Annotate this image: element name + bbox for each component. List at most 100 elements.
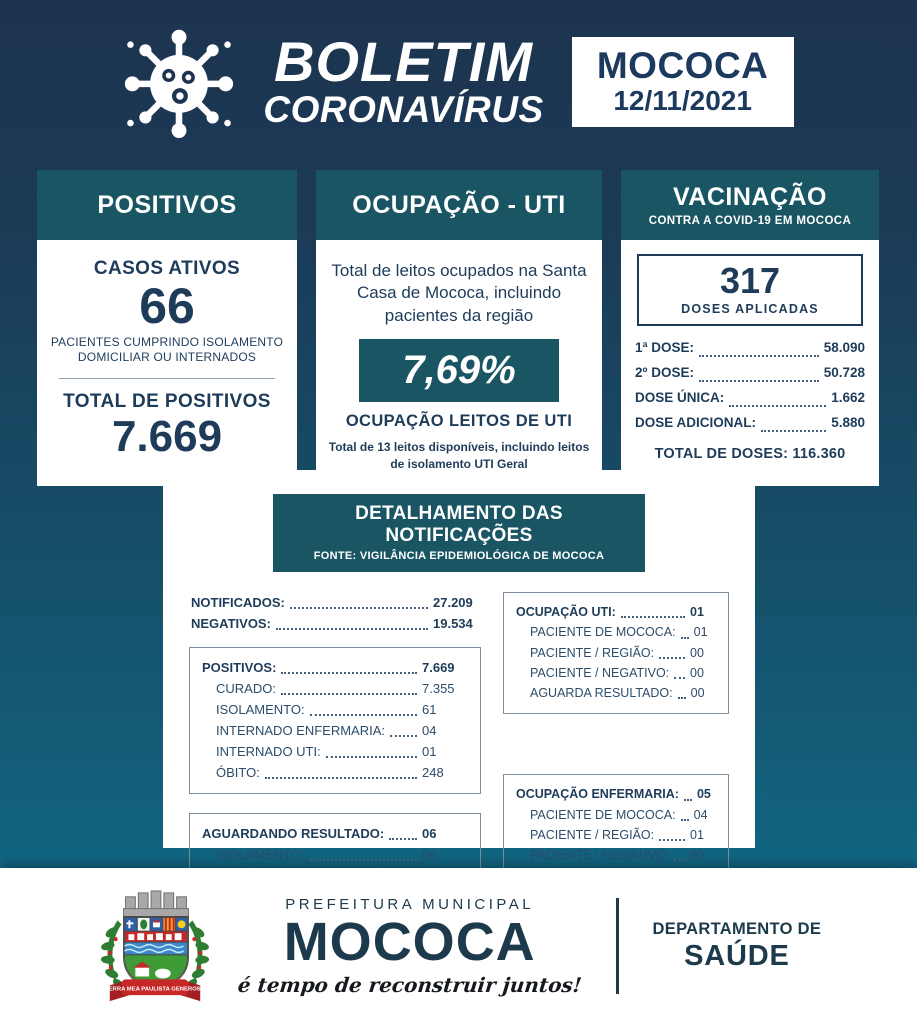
card-vacinacao-subtitle: CONTRA A COVID-19 EM MOCOCA: [648, 215, 852, 227]
detail-row-label: INTERNADO UTI:: [216, 744, 321, 760]
detail-row-label: PACIENTE DE MOCOCA:: [530, 807, 676, 822]
summary-row: NOTIFICADOS: 27.209: [191, 592, 479, 613]
dot-leader: [325, 756, 417, 759]
total-positives-label: TOTAL DE POSITIVOS: [63, 390, 271, 412]
box-title-label: AGUARDANDO RESULTADO:: [202, 826, 385, 842]
coronavirus-icon: [125, 29, 234, 138]
summary-value: 19.534: [433, 616, 473, 632]
detail-row-value: 00: [690, 665, 704, 680]
detail-row-label: ISOLAMENTO:: [216, 847, 305, 863]
dose-row-value: 5.880: [831, 414, 865, 430]
detail-row-label: PACIENTE / NEGATIVO:: [530, 665, 670, 680]
dose-row: 2º DOSE: 50.728: [635, 361, 865, 386]
dose-row-label: DOSE ÚNICA:: [635, 389, 725, 405]
box-title-row: OCUPAÇÃO UTI: 01: [516, 602, 716, 622]
dot-leader: [698, 379, 819, 382]
dot-leader: [309, 714, 417, 717]
dose-row: 1ª DOSE: 58.090: [635, 336, 865, 361]
detail-row-value: 00: [690, 645, 704, 660]
detail-row: PACIENTE DE MOCOCA: 01: [516, 622, 716, 642]
dot-leader: [620, 616, 685, 619]
detail-source: FONTE: VIGILÂNCIA EPIDEMIOLÓGICA DE MOCO…: [313, 550, 605, 562]
detail-row-value: 04: [422, 723, 437, 739]
dot-leader: [280, 693, 417, 696]
box-title-label: OCUPAÇÃO UTI:: [516, 605, 616, 619]
dose-row-value: 58.090: [823, 339, 865, 355]
dose-row-label: 1ª DOSE:: [635, 339, 695, 355]
detail-row: INTERNADO ENFERMARIA: 04: [202, 720, 468, 741]
icu-occupancy-box: OCUPAÇÃO UTI: 01 PACIENTE DE MOCOCA: 01 …: [503, 592, 729, 715]
detail-row-label: AGUARDA RESULTADO:: [530, 686, 673, 700]
detail-row-label: PACIENTE / REGIÃO:: [530, 645, 655, 660]
detail-row: PACIENTE / NEGATIVO: 00: [516, 845, 716, 865]
dot-leader: [674, 859, 685, 862]
detail-row-label: CURADO:: [216, 681, 276, 697]
card-vacinacao: VACINAÇÃO CONTRA A COVID-19 EM MOCOCA 31…: [621, 170, 879, 486]
active-cases-note: PACIENTES CUMPRINDO ISOLAMENTO DOMICILIA…: [50, 334, 284, 365]
detail-row-value: 01: [693, 625, 708, 640]
detail-row-label: PACIENTE / NEGATIVO:: [530, 848, 670, 862]
summary-value: 27.209: [433, 595, 473, 610]
dot-leader: [390, 735, 417, 738]
total-doses: TOTAL DE DOSES: 116.360: [654, 445, 846, 462]
detail-row-label: PACIENTE / REGIÃO:: [530, 827, 655, 842]
card-vacinacao-title: VACINAÇÃO: [672, 183, 828, 211]
detail-row-value: 01: [690, 827, 704, 842]
dot-leader: [680, 636, 689, 639]
dose-row-label: DOSE ADICIONAL:: [635, 414, 756, 430]
dot-leader: [680, 818, 689, 821]
dot-leader: [683, 798, 692, 801]
detail-row-value: 06: [422, 847, 437, 863]
detail-row: PACIENTE / REGIÃO: 00: [516, 643, 716, 663]
detail-row: ISOLAMENTO: 61: [202, 699, 468, 720]
dose-row-value: 1.662: [831, 389, 865, 405]
card-ocupacao-uti-title: OCUPAÇÃO - UTI: [352, 190, 566, 219]
total-positives-value: 7.669: [111, 411, 223, 461]
card-positivos-title: POSITIVOS: [97, 190, 237, 219]
detail-row-label: ÓBITO:: [216, 765, 260, 781]
department-name: SAÚDE: [684, 939, 790, 972]
uti-beds-note: Total de 13 leitos disponíveis, incluind…: [328, 440, 590, 471]
header: BOLETIM CORONAVÍRUS MOCOCA 12/11/2021: [0, 26, 917, 138]
divider: [59, 377, 275, 379]
card-ocupacao-uti-header: OCUPAÇÃO - UTI: [316, 170, 602, 240]
box-title-row: OCUPAÇÃO ENFERMARIA: 05: [516, 784, 716, 804]
detail-row: ÓBITO: 248: [202, 762, 468, 783]
stat-cards-row: POSITIVOS CASOS ATIVOS 66 PACIENTES CUMP…: [37, 170, 880, 486]
box-title-label: POSITIVOS:: [202, 660, 277, 676]
crest-motto: TERRA MEA PAULISTA GENEROSA: [105, 987, 206, 993]
dot-leader: [729, 404, 827, 407]
doses-applied-value: 317: [719, 260, 781, 301]
detail-header: DETALHAMENTO DAS NOTIFICAÇÕES FONTE: VIG…: [273, 494, 645, 572]
detail-row: CURADO: 7.355: [202, 678, 468, 699]
detail-row: ISOLAMENTO: 06: [202, 844, 468, 865]
department-block: DEPARTAMENTO DE SAÚDE: [653, 920, 822, 973]
card-positivos: POSITIVOS CASOS ATIVOS 66 PACIENTES CUMP…: [37, 170, 297, 486]
summary-row: NEGATIVOS: 19.534: [191, 613, 479, 634]
dot-leader: [309, 859, 417, 862]
dot-leader: [659, 656, 685, 659]
detail-row: INTERNADO UTI: 01: [202, 741, 468, 762]
box-title-row: AGUARDANDO RESULTADO: 06: [202, 823, 468, 844]
page-title: BOLETIM CORONAVÍRUS: [263, 34, 543, 130]
summary-block: NOTIFICADOS: 27.209 NEGATIVOS: 19.534: [189, 592, 481, 634]
dose-row-label: 2º DOSE:: [635, 364, 694, 380]
mococa-coat-of-arms: TERRA MEA PAULISTA GENEROSA: [100, 890, 209, 1002]
dot-leader: [677, 697, 686, 700]
dot-leader: [659, 839, 685, 841]
active-cases-value: 66: [139, 278, 195, 334]
detail-row-label: ISOLAMENTO:: [216, 702, 305, 718]
detail-row: PACIENTE / REGIÃO: 01: [516, 825, 716, 845]
detail-row-value: 04: [693, 807, 708, 822]
department-label: DEPARTAMENTO DE: [652, 919, 822, 938]
card-positivos-body: CASOS ATIVOS 66 PACIENTES CUMPRINDO ISOL…: [37, 240, 297, 486]
dot-leader: [674, 677, 685, 679]
box-title-value: 06: [422, 826, 437, 842]
city-date-box: MOCOCA 12/11/2021: [571, 37, 794, 127]
active-cases-label: CASOS ATIVOS: [93, 258, 241, 279]
city-tagline: é tempo de reconstruir juntos!: [236, 972, 583, 997]
dose-row-value: 50.728: [823, 364, 865, 380]
notifications-detail-card: DETALHAMENTO DAS NOTIFICAÇÕES FONTE: VIG…: [163, 470, 755, 940]
card-vacinacao-header: VACINAÇÃO CONTRA A COVID-19 EM MOCOCA: [621, 170, 879, 240]
prefeitura-label: PREFEITURA MUNICIPAL: [285, 895, 535, 913]
